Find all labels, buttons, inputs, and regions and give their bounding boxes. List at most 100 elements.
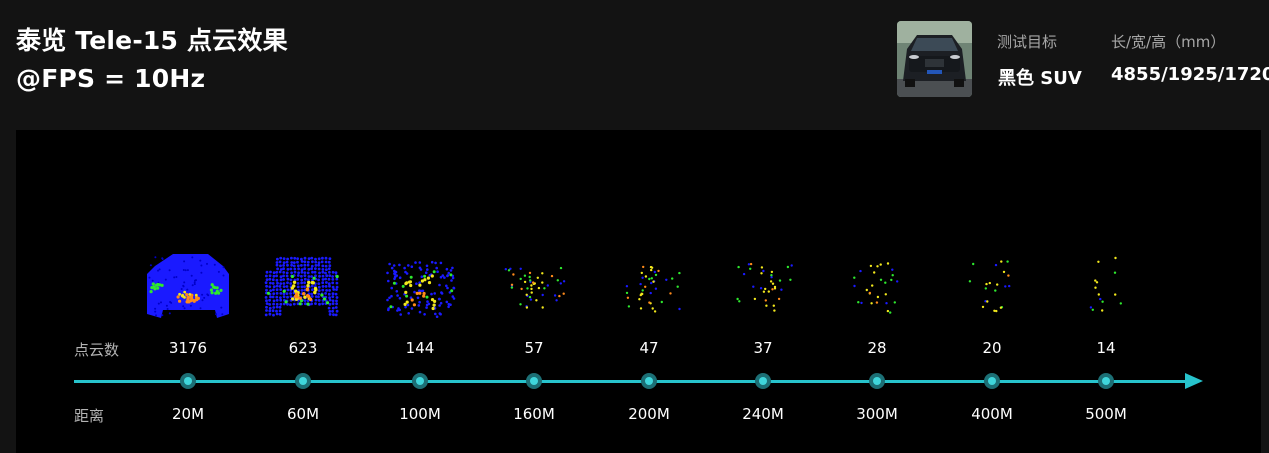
point-cloud-dot [173, 276, 176, 279]
distance-value: 300M [856, 405, 898, 423]
point-cloud-dot [562, 292, 565, 295]
point-cloud-dot [279, 264, 282, 268]
point-cloud-dot [265, 274, 268, 278]
point-cloud-dot [879, 278, 883, 281]
point-cloud-dot [279, 275, 283, 279]
point-cloud-dot [324, 256, 328, 260]
point-cloud-dot [275, 261, 279, 264]
point-cloud-dot [328, 310, 332, 313]
point-cloud-dot [278, 305, 282, 309]
point-cloud-dot [289, 292, 292, 295]
point-cloud-dot [399, 313, 402, 316]
point-cloud-dot [412, 303, 416, 307]
point-cloud-dot [393, 277, 396, 281]
point-cloud-dot [335, 296, 339, 299]
point-cloud-dot [440, 291, 443, 294]
distance-marker-icon [641, 373, 657, 389]
point-cloud-dot [446, 274, 449, 278]
point-cloud-dot [404, 270, 407, 274]
point-cloud-dot [993, 309, 996, 312]
point-cloud-dot [873, 271, 876, 274]
point-cloud-dot [199, 307, 202, 310]
point-cloud-dot [1007, 274, 1010, 277]
point-cloud-dot [328, 298, 332, 302]
point-cloud-dot [406, 303, 410, 307]
point-cloud-dot [427, 281, 432, 285]
point-cloud-dot [303, 260, 307, 264]
point-cloud-dot [981, 305, 985, 309]
point-cloud-dot [509, 267, 512, 270]
point-cloud-dot [265, 299, 268, 303]
point-cloud-dot [152, 285, 156, 289]
point-cloud-dot [185, 300, 189, 304]
point-cloud-dot [155, 283, 159, 287]
point-cloud-dot [275, 284, 279, 288]
point-cloud-dot [303, 295, 307, 299]
point-cloud-dot [278, 260, 282, 264]
point-cloud-dot [268, 309, 272, 313]
distance-marker-icon [180, 373, 196, 389]
point-cloud-dot [317, 295, 320, 299]
point-cloud-dot [386, 271, 389, 275]
point-cloud-dot [293, 270, 297, 274]
point-cloud-dot [279, 298, 283, 302]
point-cloud-dot [313, 290, 317, 295]
point-cloud-dot [296, 264, 300, 268]
distance-value: 500M [1085, 405, 1127, 423]
point-cloud-dot [450, 289, 454, 293]
point-cloud-dot [418, 310, 422, 314]
point-cloud-dot [321, 285, 325, 288]
point-cloud-dot [972, 262, 975, 266]
point-count-value: 20 [982, 339, 1002, 357]
point-cloud-dot [209, 288, 213, 292]
point-cloud-dot [321, 302, 325, 306]
point-cloud-dot [317, 282, 321, 285]
point-cloud-dot [753, 297, 757, 301]
point-cloud-dot [437, 297, 441, 301]
point-cloud-image [625, 265, 681, 313]
point-cloud-dot [1006, 260, 1009, 263]
point-cloud-dot [891, 268, 894, 271]
point-cloud-dot [176, 295, 180, 299]
point-cloud-dot [320, 293, 324, 297]
point-cloud-dot [752, 285, 755, 288]
test-target-label: 测试目标 [997, 33, 1058, 51]
point-cloud-dot [191, 298, 196, 302]
point-cloud-dot [275, 309, 278, 313]
point-cloud-dot [310, 302, 313, 306]
point-cloud-dot [183, 290, 187, 294]
point-cloud-dot [994, 263, 998, 267]
point-cloud-dot [327, 267, 331, 271]
point-cloud-dot [269, 289, 272, 292]
point-cloud-dot [331, 299, 335, 303]
point-cloud-dot [644, 285, 647, 288]
point-cloud-dot [651, 307, 654, 310]
point-cloud-dot [529, 279, 532, 282]
point-cloud-dot [306, 299, 310, 303]
point-cloud-dot [410, 307, 414, 310]
point-cloud-dot [447, 305, 450, 309]
point-cloud-dot [1101, 300, 1104, 303]
distance-column: 14 500M [1051, 130, 1161, 453]
point-cloud-dot [676, 285, 679, 288]
point-cloud-dot [392, 281, 396, 285]
point-cloud-dot [271, 309, 275, 313]
point-cloud-dot [886, 309, 890, 313]
point-cloud-dot [452, 286, 456, 290]
point-cloud-dot [279, 256, 283, 260]
distance-value: 400M [971, 405, 1013, 423]
point-cloud-dot [268, 312, 272, 316]
point-cloud-dot [210, 283, 214, 287]
point-cloud-dot [279, 292, 283, 295]
point-cloud-dot [194, 293, 198, 297]
distance-marker-icon [526, 373, 542, 389]
point-cloud-dot [328, 302, 332, 306]
point-cloud-dot [201, 299, 204, 302]
point-cloud-dot [325, 274, 329, 278]
point-cloud-dot [423, 278, 427, 282]
point-cloud-dot [286, 281, 289, 285]
point-cloud-dot [310, 280, 315, 285]
point-cloud-dot [419, 289, 423, 293]
point-cloud-dot [331, 275, 334, 278]
point-cloud-dot [268, 303, 272, 306]
